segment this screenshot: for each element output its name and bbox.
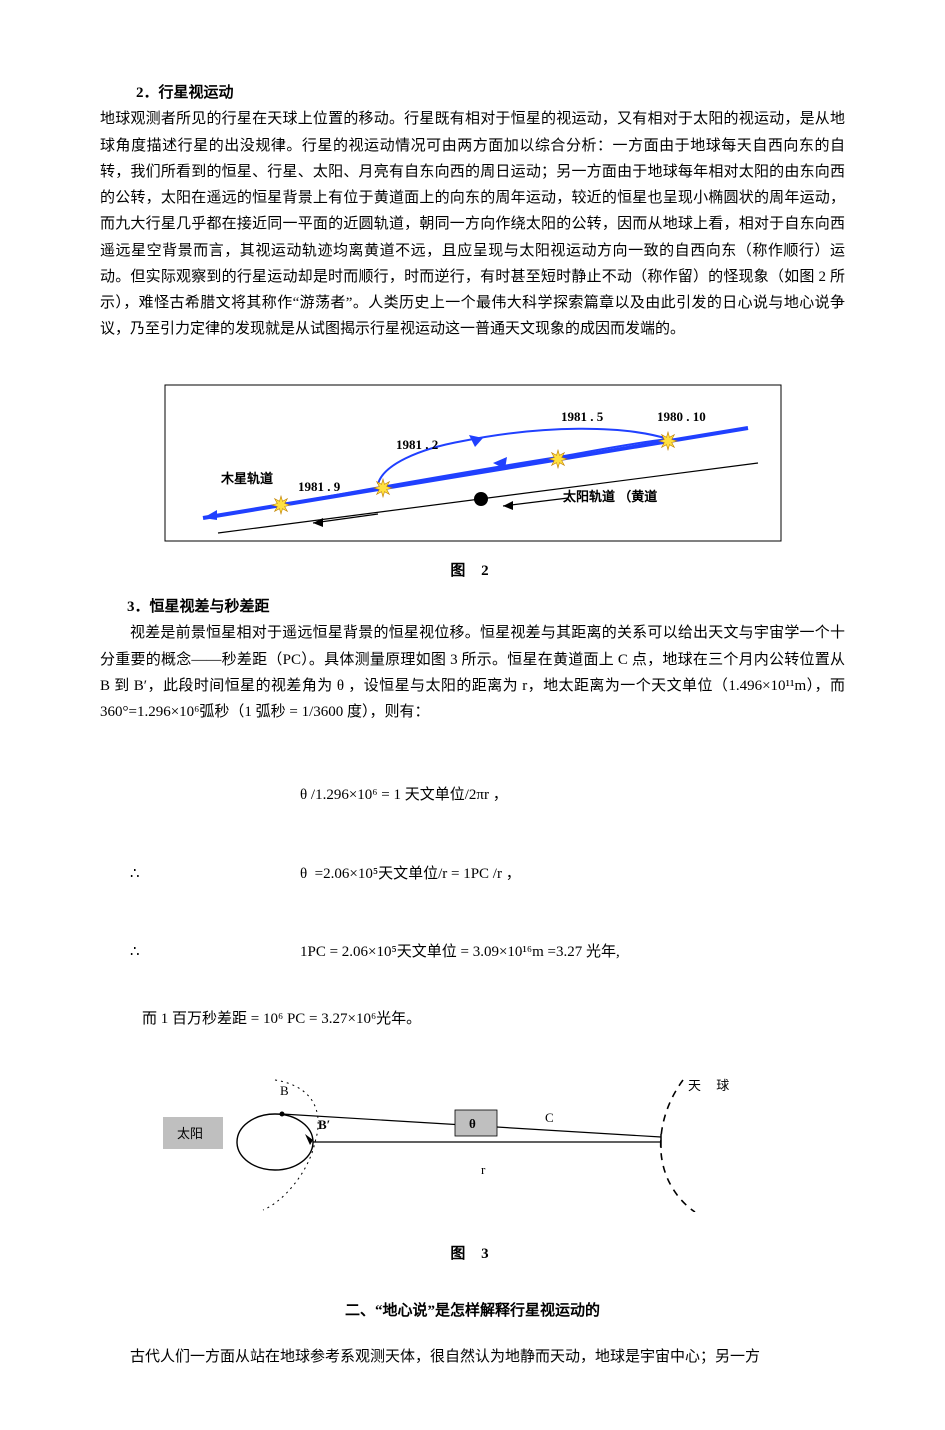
- eq1: θ /1.296×10⁶ = 1 天文单位/2πr ，: [250, 782, 845, 808]
- figure-2-caption: 图 2: [100, 558, 845, 584]
- svg-text:C: C: [545, 1110, 554, 1125]
- eq3-sym: ∴: [100, 939, 250, 965]
- figure-3: 太阳 B B′ θ Cr 天 球: [163, 1062, 783, 1221]
- svg-text:B′: B′: [318, 1117, 330, 1132]
- eq4: 而 1 百万秒差距 = 10⁶ PC = 3.27×10⁶光年。: [100, 1006, 845, 1032]
- svg-text:天 球: 天 球: [688, 1078, 735, 1093]
- eq2-sym: ∴: [100, 861, 250, 887]
- svg-text:r: r: [481, 1162, 486, 1177]
- svg-text:1981 . 9: 1981 . 9: [298, 479, 341, 494]
- figure-2-svg: 1981 . 9 1981 . 2 1981 . 5 1980 . 10 木星轨道太阳轨…: [163, 383, 783, 543]
- equations-block: θ /1.296×10⁶ = 1 天文单位/2πr ， ∴ θ =2.06×10…: [100, 729, 845, 992]
- figure-3-svg: 太阳 B B′ θ Cr 天 球: [163, 1062, 783, 1212]
- svg-text:1981 . 5: 1981 . 5: [561, 409, 604, 424]
- figure-2: 1981 . 9 1981 . 2 1981 . 5 1980 . 10 木星轨道太阳轨…: [163, 383, 783, 552]
- section3-paragraph: 视差是前景恒星相对于遥远恒星背景的恒星视位移。恒星视差与其距离的关系可以给出天文…: [100, 620, 845, 725]
- sectionII-heading: 二、“地心说”是怎样解释行星视运动的: [100, 1298, 845, 1324]
- figure-3-caption: 图 3: [100, 1241, 845, 1267]
- svg-text:1981 . 2: 1981 . 2: [396, 437, 438, 452]
- eq2: θ =2.06×10⁵天文单位/r = 1PC /r ，: [250, 861, 845, 887]
- svg-text:木星轨道: 木星轨道: [220, 471, 273, 486]
- sectionII-paragraph: 古代人们一方面从站在地球参考系观测天体，很自然认为地静而天动，地球是宇宙中心；另…: [100, 1344, 845, 1370]
- section2-heading: 2．行星视运动: [100, 80, 845, 106]
- svg-text:太阳轨道 （黄道: 太阳轨道 （黄道: [562, 489, 657, 504]
- eq3: 1PC = 2.06×10⁵天文单位 = 3.09×10¹⁶m =3.27 光年…: [250, 939, 845, 965]
- svg-text:θ: θ: [469, 1116, 476, 1131]
- section2-paragraph: 地球观测者所见的行星在天球上位置的移动。行星既有相对于恒星的视运动，又有相对于太…: [100, 106, 845, 342]
- svg-text:1980 . 10: 1980 . 10: [657, 409, 706, 424]
- section3-heading: 3．恒星视差与秒差距: [100, 594, 845, 620]
- svg-text:B: B: [280, 1083, 289, 1098]
- svg-text:太阳: 太阳: [177, 1126, 203, 1141]
